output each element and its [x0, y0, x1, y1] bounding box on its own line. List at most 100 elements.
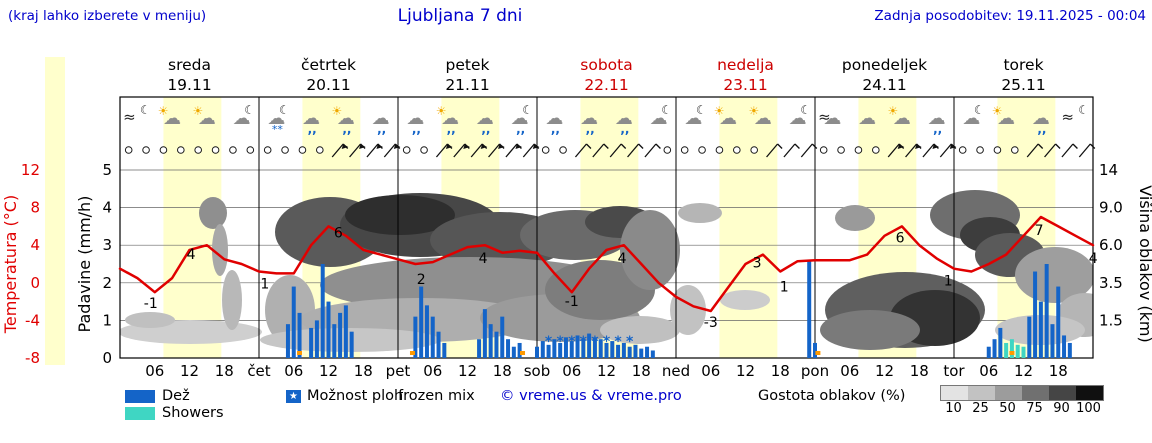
cloud-cover-circle: [837, 146, 845, 154]
cloud-icon: ☁: [684, 108, 702, 129]
rain-bar: [998, 327, 1003, 358]
wind-barb: [922, 143, 935, 158]
rain-bar: [650, 350, 655, 358]
hour-tick: 06: [562, 362, 581, 380]
wind-barb: [627, 143, 640, 158]
rain-icon: ,,: [481, 122, 490, 136]
cloud-area: [670, 285, 706, 335]
rain-bar: [297, 312, 302, 358]
wind-barb-flag: [393, 144, 401, 149]
rain-bar: [413, 316, 418, 358]
cloud-area: [820, 310, 920, 350]
weather-icon: ☾☁: [962, 103, 984, 129]
shower-bar: [1009, 339, 1014, 358]
rain-icon: ,,: [308, 122, 317, 136]
density-gradient-segment: [1022, 386, 1049, 400]
moon-icon: ☾: [696, 103, 707, 117]
precip-axis-tick: 3: [102, 236, 112, 254]
hour-tick: 18: [354, 362, 373, 380]
weather-icon: ☁,,: [545, 108, 563, 136]
cloud-icon: ☁: [545, 108, 563, 129]
weather-icon: ☀☁: [887, 104, 910, 129]
rain-bar: [436, 331, 441, 358]
rain-bar: [575, 335, 580, 358]
wind-barb-flag: [341, 144, 349, 149]
rain-icon: ,,: [377, 122, 386, 136]
day-header-name: nedelja: [717, 56, 774, 74]
cloud-icon: ☁: [441, 108, 459, 129]
cloud-cover-circle: [958, 146, 967, 154]
cloud-area: [199, 197, 227, 229]
cloud-area: [678, 203, 722, 223]
temp-value-label: 3: [753, 256, 762, 272]
hour-tick: 12: [319, 362, 338, 380]
rain-bar: [581, 339, 586, 358]
frozen-mix-label: frozen mix: [398, 388, 475, 404]
cloud-density-gradient: [940, 385, 1104, 401]
rain-bar: [500, 316, 505, 358]
day-boundary-tick: sob: [524, 362, 551, 380]
temp-value-label: -1: [565, 294, 579, 310]
wind-barb: [349, 143, 362, 158]
wind-barb: [1061, 143, 1074, 158]
wind-barb: [453, 143, 466, 158]
day-header-date: 23.11: [723, 76, 767, 94]
wind-barb: [887, 143, 900, 158]
shower-chance-marker: *: [545, 334, 553, 350]
rain-bar: [314, 320, 319, 358]
cloud-area: [265, 275, 315, 345]
density-gradient-segment: [1076, 386, 1103, 400]
hour-tick: 06: [840, 362, 859, 380]
rain-bar: [563, 337, 568, 358]
rain-bar: [517, 342, 522, 358]
rain-bar: [442, 342, 447, 358]
rain-bar: [482, 309, 487, 358]
rain-icon: ,,: [447, 122, 456, 136]
day-header-date: 21.11: [445, 76, 489, 94]
wind-barb-flag: [480, 144, 488, 149]
day-header-name: sobota: [580, 56, 632, 74]
weather-icon: ☁,,: [615, 108, 633, 136]
cloud-cover-circle: [559, 146, 567, 154]
wind-barb: [383, 143, 396, 158]
cloud-cover-areas: [120, 190, 1093, 352]
freezing-marker: [520, 351, 526, 355]
shower-chance-marker: *: [568, 334, 576, 350]
temp-axis-tick: -4: [25, 311, 40, 329]
rain-bar: [616, 344, 621, 358]
cloud-cover-circle: [1011, 146, 1019, 154]
showers-swatch: [125, 407, 155, 420]
wind-barb: [505, 143, 518, 158]
wind-barb: [1026, 143, 1039, 158]
copyright-link[interactable]: © vreme.us & vreme.pro: [500, 388, 682, 404]
weather-icon: ≈ ☾: [123, 103, 151, 126]
cloud-area: [720, 290, 770, 310]
cloud-area: [125, 312, 175, 328]
day-header-date: 22.11: [584, 76, 628, 94]
rain-bar: [633, 344, 638, 358]
cloud-cover-circle: [316, 146, 324, 154]
wind-barb: [644, 143, 657, 158]
hour-tick: 06: [145, 362, 164, 380]
day-boundary-tick: ned: [662, 362, 690, 380]
weather-icon: ☁,,: [372, 108, 390, 136]
moon-icon: ☾: [1078, 103, 1089, 117]
shower-bar: [1015, 344, 1020, 358]
wind-barb: [939, 143, 952, 158]
cloud-cover-circle: [281, 146, 289, 154]
temp-value-label: 4: [618, 251, 627, 267]
day-header-name: ponedeljek: [842, 56, 927, 74]
rain-bar: [285, 324, 290, 358]
wind-barb: [609, 143, 622, 158]
weather-icon: ☀☁: [748, 104, 771, 129]
cloud-cover-circle: [298, 146, 307, 154]
cloud-axis-tick: 6.0: [1099, 236, 1123, 254]
rain-bar: [540, 341, 545, 358]
rain-bar: [992, 339, 997, 358]
day-header-name: sreda: [168, 56, 211, 74]
weather-icon: ≈☁: [818, 108, 841, 129]
moon-icon: ☾: [522, 103, 533, 117]
rain-bar: [506, 339, 511, 358]
rain-bar: [558, 342, 563, 358]
